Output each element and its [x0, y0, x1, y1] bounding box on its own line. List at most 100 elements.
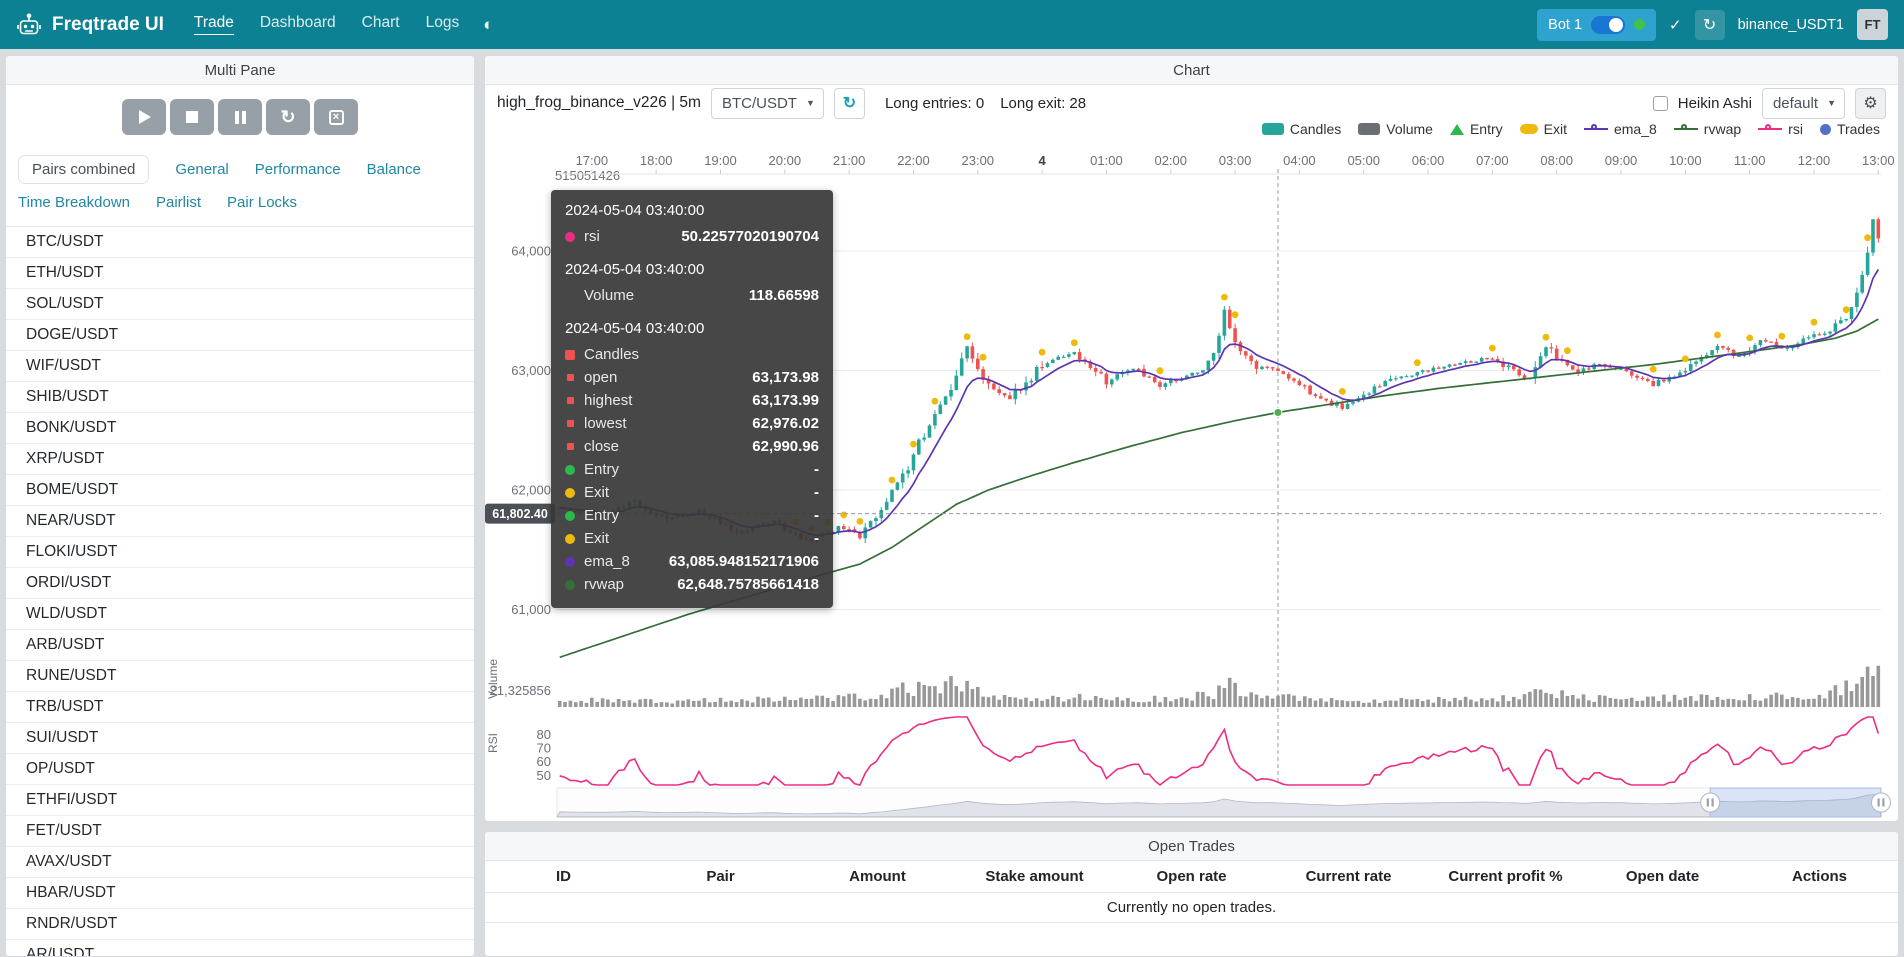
column-header-id[interactable]: ID [485, 861, 642, 893]
heikin-ashi-label: Heikin Ashi [1677, 94, 1752, 112]
pair-list-item[interactable]: TRB/USDT [6, 692, 474, 723]
pair-list-item[interactable]: RUNE/USDT [6, 661, 474, 692]
time-axis-label: 23:00 [962, 153, 995, 168]
datazoom-window[interactable] [1709, 787, 1882, 818]
plot-config-select[interactable]: default ▼ [1761, 87, 1845, 119]
pair-list-item[interactable]: AR/USDT [6, 940, 474, 956]
pair-list-item[interactable]: WLD/USDT [6, 599, 474, 630]
price-axis-label: 62,000 [511, 483, 551, 498]
pair-list-item[interactable]: SUI/USDT [6, 723, 474, 754]
rsi-axis-label: 70 [537, 741, 551, 756]
nav-link-chart[interactable]: Chart [361, 14, 400, 31]
force-exit-button[interactable]: × [314, 99, 358, 135]
nav-link-dashboard[interactable]: Dashboard [259, 14, 336, 31]
time-axis-label: 01:00 [1090, 153, 1123, 168]
pair-list-item[interactable]: NEAR/USDT [6, 506, 474, 537]
legend-item-exit[interactable]: Exit [1519, 121, 1567, 137]
legend-item-trades[interactable]: Trades [1819, 121, 1880, 137]
pair-list-item[interactable]: OP/USDT [6, 754, 474, 785]
navbar: Freqtrade UI Trade Dashboard Chart Logs ◐ B… [0, 0, 1904, 49]
chart-body: 64,000 63,000 62,000 61,000 515051426 17:00 18… [485, 139, 1898, 821]
tab-pair-locks[interactable]: Pair Locks [227, 194, 298, 211]
column-header-current-rate[interactable]: Current rate [1270, 861, 1427, 893]
pair-list-item[interactable]: ARB/USDT [6, 630, 474, 661]
legend-item-rvwap[interactable]: rvwap [1673, 121, 1741, 137]
legend-label: Exit [1543, 121, 1567, 137]
bot-toggle[interactable] [1591, 15, 1626, 34]
time-axis-label: 04:00 [1283, 153, 1316, 168]
pair-list-item[interactable]: ETHFI/USDT [6, 785, 474, 816]
legend-label: rsi [1788, 121, 1803, 137]
bot-selector-chip[interactable]: Bot 1 [1537, 8, 1657, 41]
bot-online-dot [1634, 19, 1646, 30]
pair-list-item[interactable]: FLOKI/USDT [6, 537, 474, 568]
time-axis-label: 09:00 [1605, 153, 1638, 168]
freqtrade-logo-icon [16, 12, 42, 38]
pair-list-item[interactable]: WIF/USDT [6, 351, 474, 382]
bot-name: binance_USDT1 [1737, 16, 1844, 33]
multi-pane-header: Multi Pane [6, 56, 474, 85]
nav-link-trade[interactable]: Trade [193, 14, 234, 35]
datazoom-sparkline [556, 793, 1882, 818]
pair-list-item[interactable]: BTC/USDT [6, 227, 474, 258]
datazoom-handle-left[interactable] [1700, 792, 1721, 813]
time-axis-label: 07:00 [1476, 153, 1509, 168]
reload-icon: ↻ [280, 107, 296, 127]
column-header-pair[interactable]: Pair [642, 861, 799, 893]
tab-general[interactable]: General [175, 161, 229, 178]
pair-list-item[interactable]: RNDR/USDT [6, 909, 474, 940]
time-axis-label: 11:00 [1734, 153, 1766, 168]
refresh-chart-button[interactable]: ↻ [833, 87, 865, 119]
datazoom-handle-right[interactable] [1871, 792, 1891, 813]
pair-list-item[interactable]: FET/USDT [6, 816, 474, 847]
legend-item-ema-8[interactable]: ema_8 [1583, 121, 1657, 137]
chart-panel: Chart high_frog_binance_v226 | 5m BTC/US… [484, 55, 1899, 822]
reload-config-button[interactable]: ↻ [266, 99, 310, 135]
legend-item-volume[interactable]: Volume [1358, 121, 1433, 137]
start-button[interactable] [122, 99, 166, 135]
legend-item-candles[interactable]: Candles [1261, 121, 1341, 137]
tab-time-breakdown[interactable]: Time Breakdown [18, 194, 130, 211]
stop-button[interactable] [170, 99, 214, 135]
nav-link-logs[interactable]: Logs [425, 14, 460, 31]
pair-list-item[interactable]: SHIB/USDT [6, 382, 474, 413]
volume-legend-icon [1358, 123, 1381, 135]
pair-list-item[interactable]: ETH/USDT [6, 258, 474, 289]
crosshair-price-label: 61,802.40 [492, 507, 548, 521]
pair-list-item[interactable]: HBAR/USDT [6, 878, 474, 909]
pair-list-item[interactable]: XRP/USDT [6, 444, 474, 475]
refresh-bot-button[interactable]: ↻ [1694, 9, 1725, 40]
pair-list-item[interactable]: ORDI/USDT [6, 568, 474, 599]
pair-list-item[interactable]: BONK/USDT [6, 413, 474, 444]
plot-settings-button[interactable]: ⚙ [1855, 87, 1886, 119]
column-header-current-profit[interactable]: Current profit % [1427, 861, 1584, 893]
pair-list-item[interactable]: AVAX/USDT [6, 847, 474, 878]
pair-select[interactable]: BTC/USDT ▼ [710, 87, 824, 119]
trades-empty-row: Currently no open trades. [485, 892, 1898, 923]
column-header-stake-amount[interactable]: Stake amount [956, 861, 1113, 893]
time-axis-label: 10:00 [1669, 153, 1702, 168]
pair-list-item[interactable]: BOME/USDT [6, 475, 474, 506]
tab-performance[interactable]: Performance [254, 161, 341, 178]
candles-series [557, 217, 1881, 544]
tab-pairs-combined[interactable]: Pairs combined [18, 155, 150, 184]
pair-list-item[interactable]: DOGE/USDT [6, 320, 474, 351]
avatar[interactable]: FT [1857, 9, 1888, 40]
theme-toggle-icon[interactable]: ◐ [483, 14, 494, 34]
legend-item-rsi[interactable]: rsi [1758, 121, 1803, 137]
chart-legend: Candles Volume Entry Exit ema_8 rvwap rsi Trade… [485, 119, 1898, 139]
pause-button[interactable] [218, 99, 262, 135]
heikin-ashi-checkbox[interactable] [1652, 95, 1668, 111]
column-header-amount[interactable]: Amount [799, 861, 956, 893]
tab-balance[interactable]: Balance [366, 161, 421, 178]
pair-list-item[interactable]: SOL/USDT [6, 289, 474, 320]
column-header-open-date[interactable]: Open date [1584, 861, 1741, 893]
time-axis-label: 22:00 [897, 153, 930, 168]
tab-pairlist[interactable]: Pairlist [156, 194, 202, 211]
legend-item-entry[interactable]: Entry [1449, 121, 1503, 137]
strategy-label: high_frog_binance_v226 | 5m [497, 94, 701, 111]
column-header-actions[interactable]: Actions [1741, 861, 1898, 893]
chart-panel-header: Chart [485, 56, 1898, 85]
column-header-open-rate[interactable]: Open rate [1113, 861, 1270, 893]
